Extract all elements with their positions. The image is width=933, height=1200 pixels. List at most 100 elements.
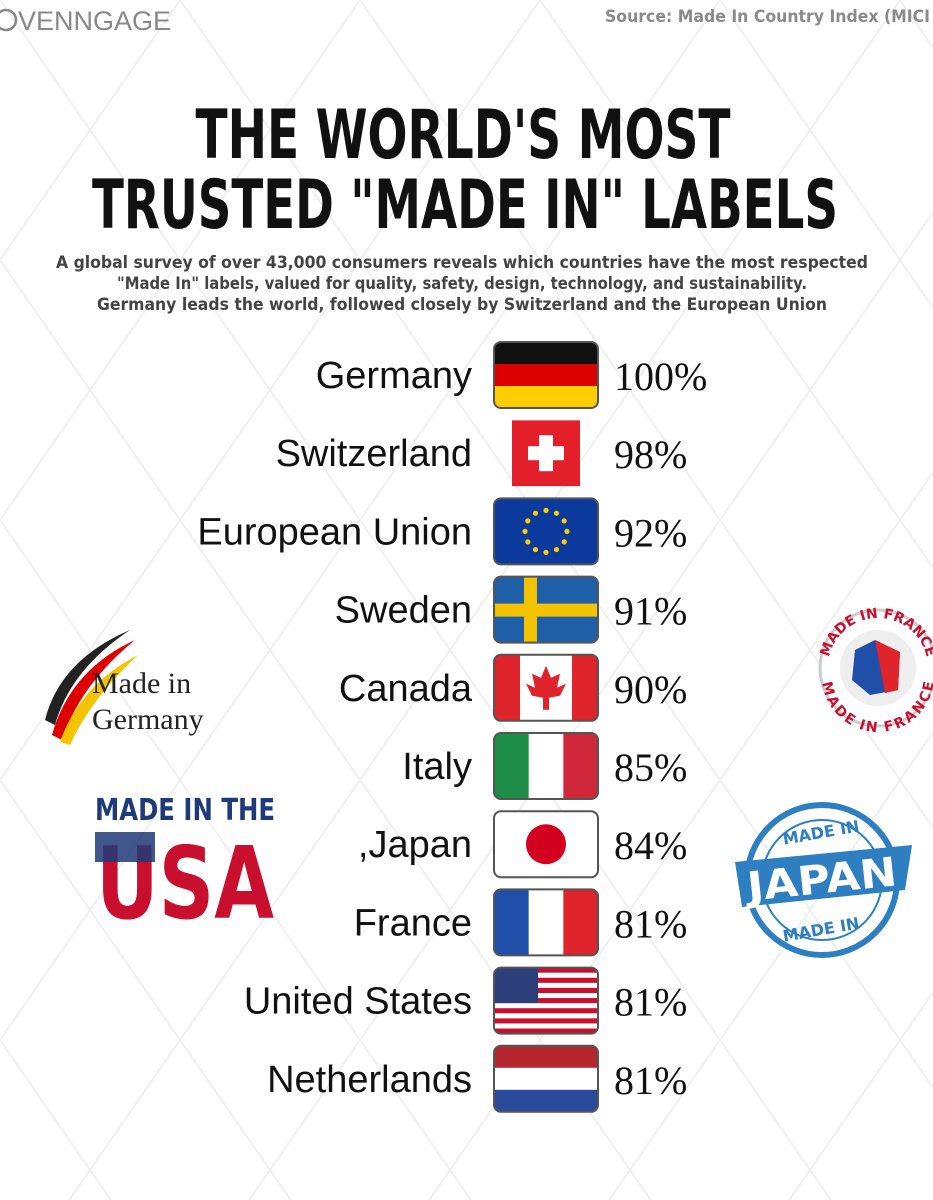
flag-border (493, 341, 599, 409)
flag-leaf (526, 665, 566, 710)
title-line: TRUSTED "MADE IN" LABELS (92, 166, 838, 245)
country-name: ,Japan (358, 824, 472, 866)
flag-stripe (494, 1018, 598, 1024)
flag-stripe (494, 1028, 598, 1034)
badge-japan: JAPAN MADE IN MADE IN (735, 802, 912, 958)
list-row: Canada 90% (339, 653, 687, 722)
badge-text: Made in (92, 667, 191, 700)
flag (494, 889, 598, 956)
flag-stripe (572, 654, 598, 721)
country-name: Italy (402, 746, 472, 788)
flag-stripe (494, 1089, 598, 1112)
country-name: Switzerland (276, 433, 472, 475)
badge-text: Germany (92, 703, 204, 736)
country-name: Canada (339, 668, 473, 710)
flag-border (493, 966, 599, 1035)
list-row: United States 81% (244, 966, 687, 1035)
subtitle-line: "Made In" labels, valued for quality, sa… (117, 274, 807, 294)
logo: VENNGAGE (18, 6, 171, 36)
flag-stripe (494, 889, 530, 956)
flag (512, 420, 580, 487)
flag-stripe (494, 998, 598, 1004)
flag-star (522, 528, 528, 535)
logo-mark (0, 8, 18, 32)
list-row: Germany 100% (316, 341, 707, 409)
list-row: Netherlands 81% (267, 1044, 687, 1113)
flag (494, 1045, 598, 1112)
flag-stripe (494, 1023, 598, 1030)
flag-star (564, 528, 570, 535)
score: 81% (614, 1058, 687, 1103)
source: Source: Made In Country Index (MICI (605, 7, 930, 27)
flag-star (553, 510, 560, 516)
flag-stripe (494, 992, 598, 999)
flag-star (561, 539, 567, 545)
flag-border (493, 1044, 599, 1113)
subtitle-line: A global survey of over 43,000 consumers… (56, 253, 868, 273)
flag-stripe (494, 1003, 598, 1009)
flag (494, 498, 598, 565)
flag-cross (494, 603, 598, 617)
flag (494, 342, 598, 408)
score: 90% (614, 667, 687, 712)
flag-stripe (494, 733, 530, 799)
badge-text: MADE IN THE (95, 793, 275, 828)
score: 91% (614, 589, 687, 634)
flag-stripe (563, 889, 598, 956)
flag-stripe (494, 1008, 598, 1014)
flag-stripe (494, 982, 598, 989)
flag-star (532, 546, 539, 553)
score: 84% (614, 823, 687, 868)
country-name: European Union (197, 511, 472, 553)
country-name: United States (244, 981, 472, 1023)
list-row: Sweden 91% (335, 575, 687, 644)
flag-stripe (494, 342, 598, 365)
flag-border (493, 575, 599, 644)
badge-france: MADE IN FRANCE MADE IN FRANCE (817, 606, 933, 736)
flag-star (525, 539, 531, 545)
score: 98% (614, 432, 687, 477)
flag-star (543, 507, 549, 513)
flag-star (553, 546, 560, 553)
country-name: Netherlands (267, 1059, 472, 1101)
badge-germany: Made in Germany (45, 630, 204, 745)
title-line: THE WORLD'S MOST (196, 96, 731, 175)
flag (494, 967, 598, 1034)
score: 100% (614, 354, 707, 399)
flag-stripe (563, 733, 598, 799)
list-row: European Union 92% (197, 497, 687, 566)
country-name: Sweden (335, 590, 472, 632)
flag-border (493, 653, 599, 722)
score: 81% (614, 901, 687, 946)
list-row: Switzerland 98% (276, 420, 687, 487)
flag (494, 733, 598, 799)
flag (494, 811, 598, 878)
flag-stripe (494, 967, 598, 974)
flag-stripe (494, 654, 521, 721)
flag-stripe (528, 733, 564, 799)
ranking-list: Germany 100% Switzerland 98% European Union 9… (197, 341, 707, 1113)
flag-stripe (494, 1067, 598, 1091)
flag (494, 654, 598, 721)
list-row: Italy 85% (402, 732, 687, 800)
flag-stripe (494, 386, 598, 408)
score: 85% (614, 745, 687, 790)
score: 81% (614, 980, 687, 1025)
flag-border (493, 497, 599, 566)
flag-canton (494, 967, 538, 1004)
flag-border (493, 888, 599, 957)
flag-stripe (494, 364, 598, 387)
list-row: France 81% (354, 888, 687, 957)
flag-stripe (494, 987, 598, 994)
flag-disc (526, 824, 566, 865)
flag-stripe (494, 977, 598, 984)
flag-star (543, 549, 549, 556)
list-row: ,Japan 84% (358, 810, 687, 879)
country-name: Germany (316, 355, 472, 397)
score: 92% (614, 510, 687, 555)
flag-stripe (494, 1045, 598, 1069)
flag-border (493, 732, 599, 800)
flag (494, 576, 598, 643)
